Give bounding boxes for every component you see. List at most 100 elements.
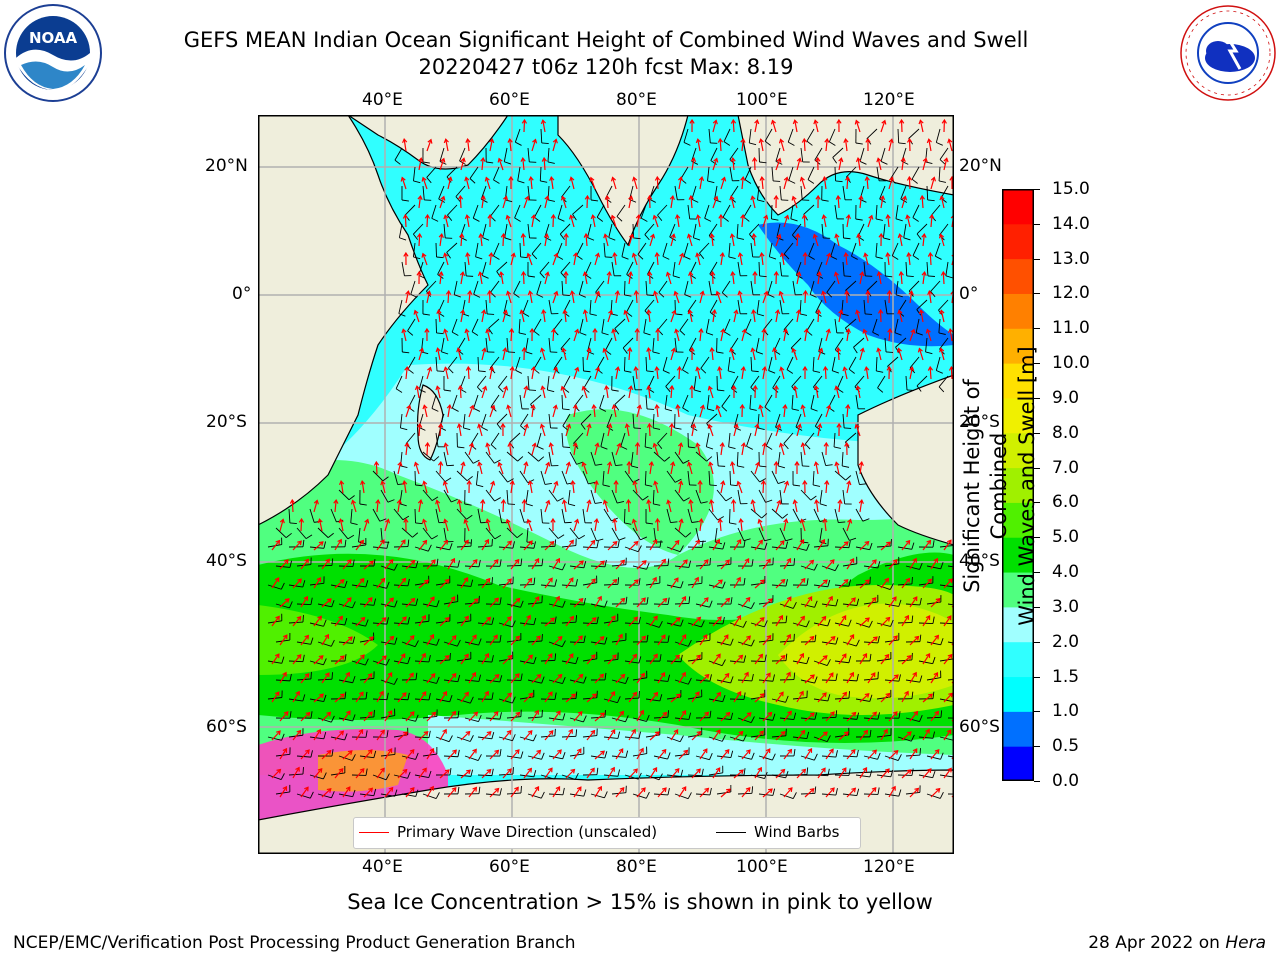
wind-barb bbox=[477, 538, 493, 548]
wind-barb bbox=[848, 356, 857, 374]
wind-barb bbox=[527, 451, 545, 462]
colorbar-tick-mark bbox=[1034, 676, 1040, 678]
wind-barb bbox=[800, 147, 810, 163]
wind-barb bbox=[359, 632, 375, 643]
wind-barb bbox=[771, 166, 781, 182]
wind-barb bbox=[441, 337, 449, 355]
wind-barb bbox=[498, 620, 516, 628]
wind-barb bbox=[422, 147, 430, 164]
wind-barb bbox=[930, 280, 941, 298]
wind-barb bbox=[716, 638, 734, 646]
wind-barb bbox=[764, 128, 773, 146]
wind-barb bbox=[768, 242, 777, 260]
lon-label-top: 60°E bbox=[489, 90, 530, 110]
wind-barb bbox=[705, 318, 714, 336]
wind-barb bbox=[816, 261, 824, 279]
wind-barb bbox=[834, 318, 844, 334]
wind-barb bbox=[842, 413, 852, 429]
wind-barb bbox=[561, 280, 570, 296]
wind-barb bbox=[473, 394, 481, 412]
wind-barb bbox=[645, 540, 662, 548]
wind-barb bbox=[687, 508, 699, 523]
wind-barb bbox=[372, 581, 390, 589]
lon-label-bottom: 120°E bbox=[863, 857, 915, 877]
wind-barb bbox=[729, 540, 746, 548]
wind-barb bbox=[414, 693, 431, 701]
colorbar-tick-mark bbox=[1034, 711, 1040, 713]
wind-barb bbox=[819, 489, 827, 507]
wind-barb bbox=[464, 451, 480, 464]
wind-barb bbox=[939, 584, 954, 588]
wind-barb bbox=[832, 147, 844, 164]
wind-barb bbox=[590, 527, 604, 542]
wind-barb bbox=[380, 489, 395, 503]
wind-barb bbox=[687, 432, 696, 449]
wind-barb bbox=[800, 451, 810, 467]
wind-barb bbox=[750, 356, 759, 373]
wind-barb bbox=[309, 658, 327, 666]
lon-label-top: 40°E bbox=[362, 90, 403, 110]
wind-barb bbox=[750, 654, 767, 663]
wind-barb bbox=[736, 223, 745, 240]
wind-barb bbox=[863, 261, 873, 277]
wind-barb bbox=[855, 576, 871, 586]
wind-barb bbox=[515, 356, 523, 374]
wind-barb bbox=[498, 508, 509, 524]
wind-barb bbox=[431, 394, 439, 412]
wind-barb bbox=[531, 242, 542, 260]
wind-barb bbox=[875, 356, 884, 373]
wind-barb bbox=[682, 394, 689, 412]
wind-barb bbox=[828, 128, 836, 146]
wind-barb bbox=[772, 375, 781, 393]
wind-barb bbox=[485, 299, 495, 315]
wind-barb bbox=[503, 147, 512, 165]
wind-barb bbox=[938, 166, 947, 183]
wind-barb bbox=[723, 318, 731, 336]
wind-barb bbox=[687, 540, 704, 548]
wind-barb bbox=[644, 223, 655, 241]
wind-barb bbox=[338, 676, 356, 684]
wind-barb bbox=[926, 185, 935, 202]
wind-barb bbox=[855, 508, 870, 522]
colorbar-cell bbox=[1002, 223, 1034, 260]
wind-barb bbox=[350, 508, 358, 525]
wind-barb bbox=[435, 242, 444, 259]
wind-barb bbox=[414, 655, 431, 663]
wind-barb bbox=[587, 223, 595, 241]
wind-barb bbox=[736, 451, 745, 468]
wind-barb bbox=[481, 261, 489, 279]
wind-barb bbox=[806, 128, 815, 146]
wind-barb bbox=[716, 489, 733, 502]
wind-barb bbox=[359, 489, 367, 506]
wind-barb bbox=[496, 413, 508, 430]
wind-barb bbox=[905, 597, 922, 606]
wind-barb bbox=[407, 318, 416, 336]
colorbar-cell bbox=[1002, 641, 1034, 678]
wind-barb bbox=[632, 375, 643, 391]
wind-barb bbox=[317, 639, 335, 647]
wave-height-map bbox=[258, 115, 954, 854]
wind-barb bbox=[561, 656, 579, 665]
wind-barb bbox=[788, 166, 796, 184]
nws-logo bbox=[1180, 5, 1276, 101]
wind-barb bbox=[664, 394, 673, 412]
wind-barb bbox=[582, 540, 599, 549]
wind-barb bbox=[522, 299, 530, 317]
wind-barb bbox=[608, 223, 616, 241]
wind-barb bbox=[925, 337, 933, 355]
wind-barb bbox=[579, 318, 587, 336]
wind-barb bbox=[912, 242, 920, 260]
wind-barb bbox=[527, 185, 537, 201]
wind-barb bbox=[708, 694, 726, 703]
wind-barb bbox=[380, 637, 398, 645]
wind-barb bbox=[859, 147, 867, 165]
wind-barb bbox=[485, 635, 502, 643]
wind-barb bbox=[275, 601, 293, 609]
wind-barb bbox=[758, 527, 772, 542]
wind-barb bbox=[884, 261, 893, 278]
wind-barb bbox=[905, 562, 923, 570]
wind-barb bbox=[561, 394, 570, 411]
wind-barb bbox=[814, 413, 823, 431]
wind-barb bbox=[787, 128, 795, 146]
wind-barb bbox=[422, 527, 438, 540]
